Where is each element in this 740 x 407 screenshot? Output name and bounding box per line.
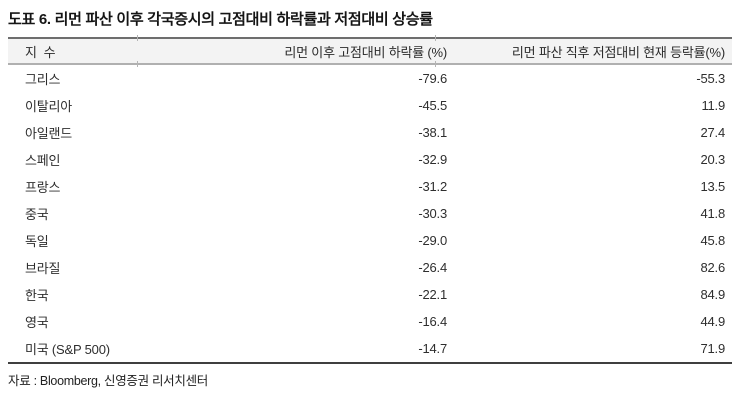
cell-trough-gain: 84.9 (700, 287, 725, 302)
column-divider-tick (137, 35, 138, 41)
cell-peak-decline: -14.7 (418, 341, 447, 356)
cell-trough-gain: 20.3 (700, 152, 725, 167)
cell-trough-gain: 45.8 (700, 233, 725, 248)
column-divider-tick (435, 61, 436, 67)
cell-trough-gain: -55.3 (696, 71, 725, 86)
index-comparison-table: 지 수 리먼 이후 고점대비 하락률 (%) 리먼 파산 직후 저점대비 현재 … (8, 37, 732, 364)
table-row: 이탈리아 -45.5 11.9 (8, 92, 732, 119)
cell-peak-decline: -38.1 (418, 125, 447, 140)
cell-index-name: 영국 (25, 315, 49, 330)
table-row: 독일 -29.0 45.8 (8, 227, 732, 254)
column-divider-tick (137, 61, 138, 67)
cell-trough-gain: 71.9 (700, 341, 725, 356)
column-divider-tick (435, 35, 436, 41)
cell-index-name: 아일랜드 (25, 126, 73, 141)
table-container: 지 수 리먼 이후 고점대비 하락률 (%) 리먼 파산 직후 저점대비 현재 … (8, 35, 732, 364)
cell-trough-gain: 11.9 (701, 98, 725, 113)
table-row: 한국 -22.1 84.9 (8, 281, 732, 308)
cell-trough-gain: 13.5 (700, 179, 725, 194)
cell-index-name: 독일 (25, 234, 49, 249)
table-row: 프랑스 -31.2 13.5 (8, 173, 732, 200)
cell-peak-decline: -79.6 (418, 71, 447, 86)
table-row: 스페인 -32.9 20.3 (8, 146, 732, 173)
column-header-index: 지 수 (25, 44, 56, 60)
cell-index-name: 한국 (25, 288, 49, 303)
cell-index-name: 미국 (S&P 500) (25, 342, 110, 357)
cell-peak-decline: -29.0 (418, 233, 447, 248)
cell-peak-decline: -16.4 (418, 314, 447, 329)
cell-trough-gain: 44.9 (700, 314, 725, 329)
cell-trough-gain: 41.8 (700, 206, 725, 221)
cell-index-name: 그리스 (25, 72, 61, 87)
table-row: 미국 (S&P 500) -14.7 71.9 (8, 335, 732, 363)
header-row: 지 수 리먼 이후 고점대비 하락률 (%) 리먼 파산 직후 저점대비 현재 … (8, 38, 732, 64)
table-header: 지 수 리먼 이후 고점대비 하락률 (%) 리먼 파산 직후 저점대비 현재 … (8, 38, 732, 64)
cell-index-name: 중국 (25, 207, 49, 222)
cell-trough-gain: 27.4 (700, 125, 725, 140)
page-title: 도표 6. 리먼 파산 이후 각국증시의 고점대비 하락률과 저점대비 상승률 (8, 11, 433, 28)
table-row: 아일랜드 -38.1 27.4 (8, 119, 732, 146)
source-note: 자료 : Bloomberg, 신영증권 리서치센터 (8, 374, 208, 388)
cell-trough-gain: 82.6 (700, 260, 725, 275)
cell-index-name: 스페인 (25, 153, 61, 168)
table-row: 중국 -30.3 41.8 (8, 200, 732, 227)
column-header-rebound: 리먼 파산 직후 저점대비 현재 등락률(%) (511, 44, 725, 60)
table-body: 그리스 -79.6 -55.3 이탈리아 -45.5 11.9 아일랜드 -38… (8, 64, 732, 363)
table-row: 그리스 -79.6 -55.3 (8, 64, 732, 92)
cell-peak-decline: -32.9 (418, 152, 447, 167)
cell-index-name: 브라질 (25, 261, 61, 276)
cell-peak-decline: -26.4 (418, 260, 447, 275)
cell-peak-decline: -31.2 (418, 179, 447, 194)
table-row: 브라질 -26.4 82.6 (8, 254, 732, 281)
table-row: 영국 -16.4 44.9 (8, 308, 732, 335)
cell-peak-decline: -30.3 (418, 206, 447, 221)
cell-peak-decline: -22.1 (418, 287, 447, 302)
cell-index-name: 프랑스 (25, 180, 61, 195)
column-header-decline: 리먼 이후 고점대비 하락률 (%) (284, 44, 447, 60)
cell-index-name: 이탈리아 (25, 99, 73, 114)
cell-peak-decline: -45.5 (418, 98, 447, 113)
